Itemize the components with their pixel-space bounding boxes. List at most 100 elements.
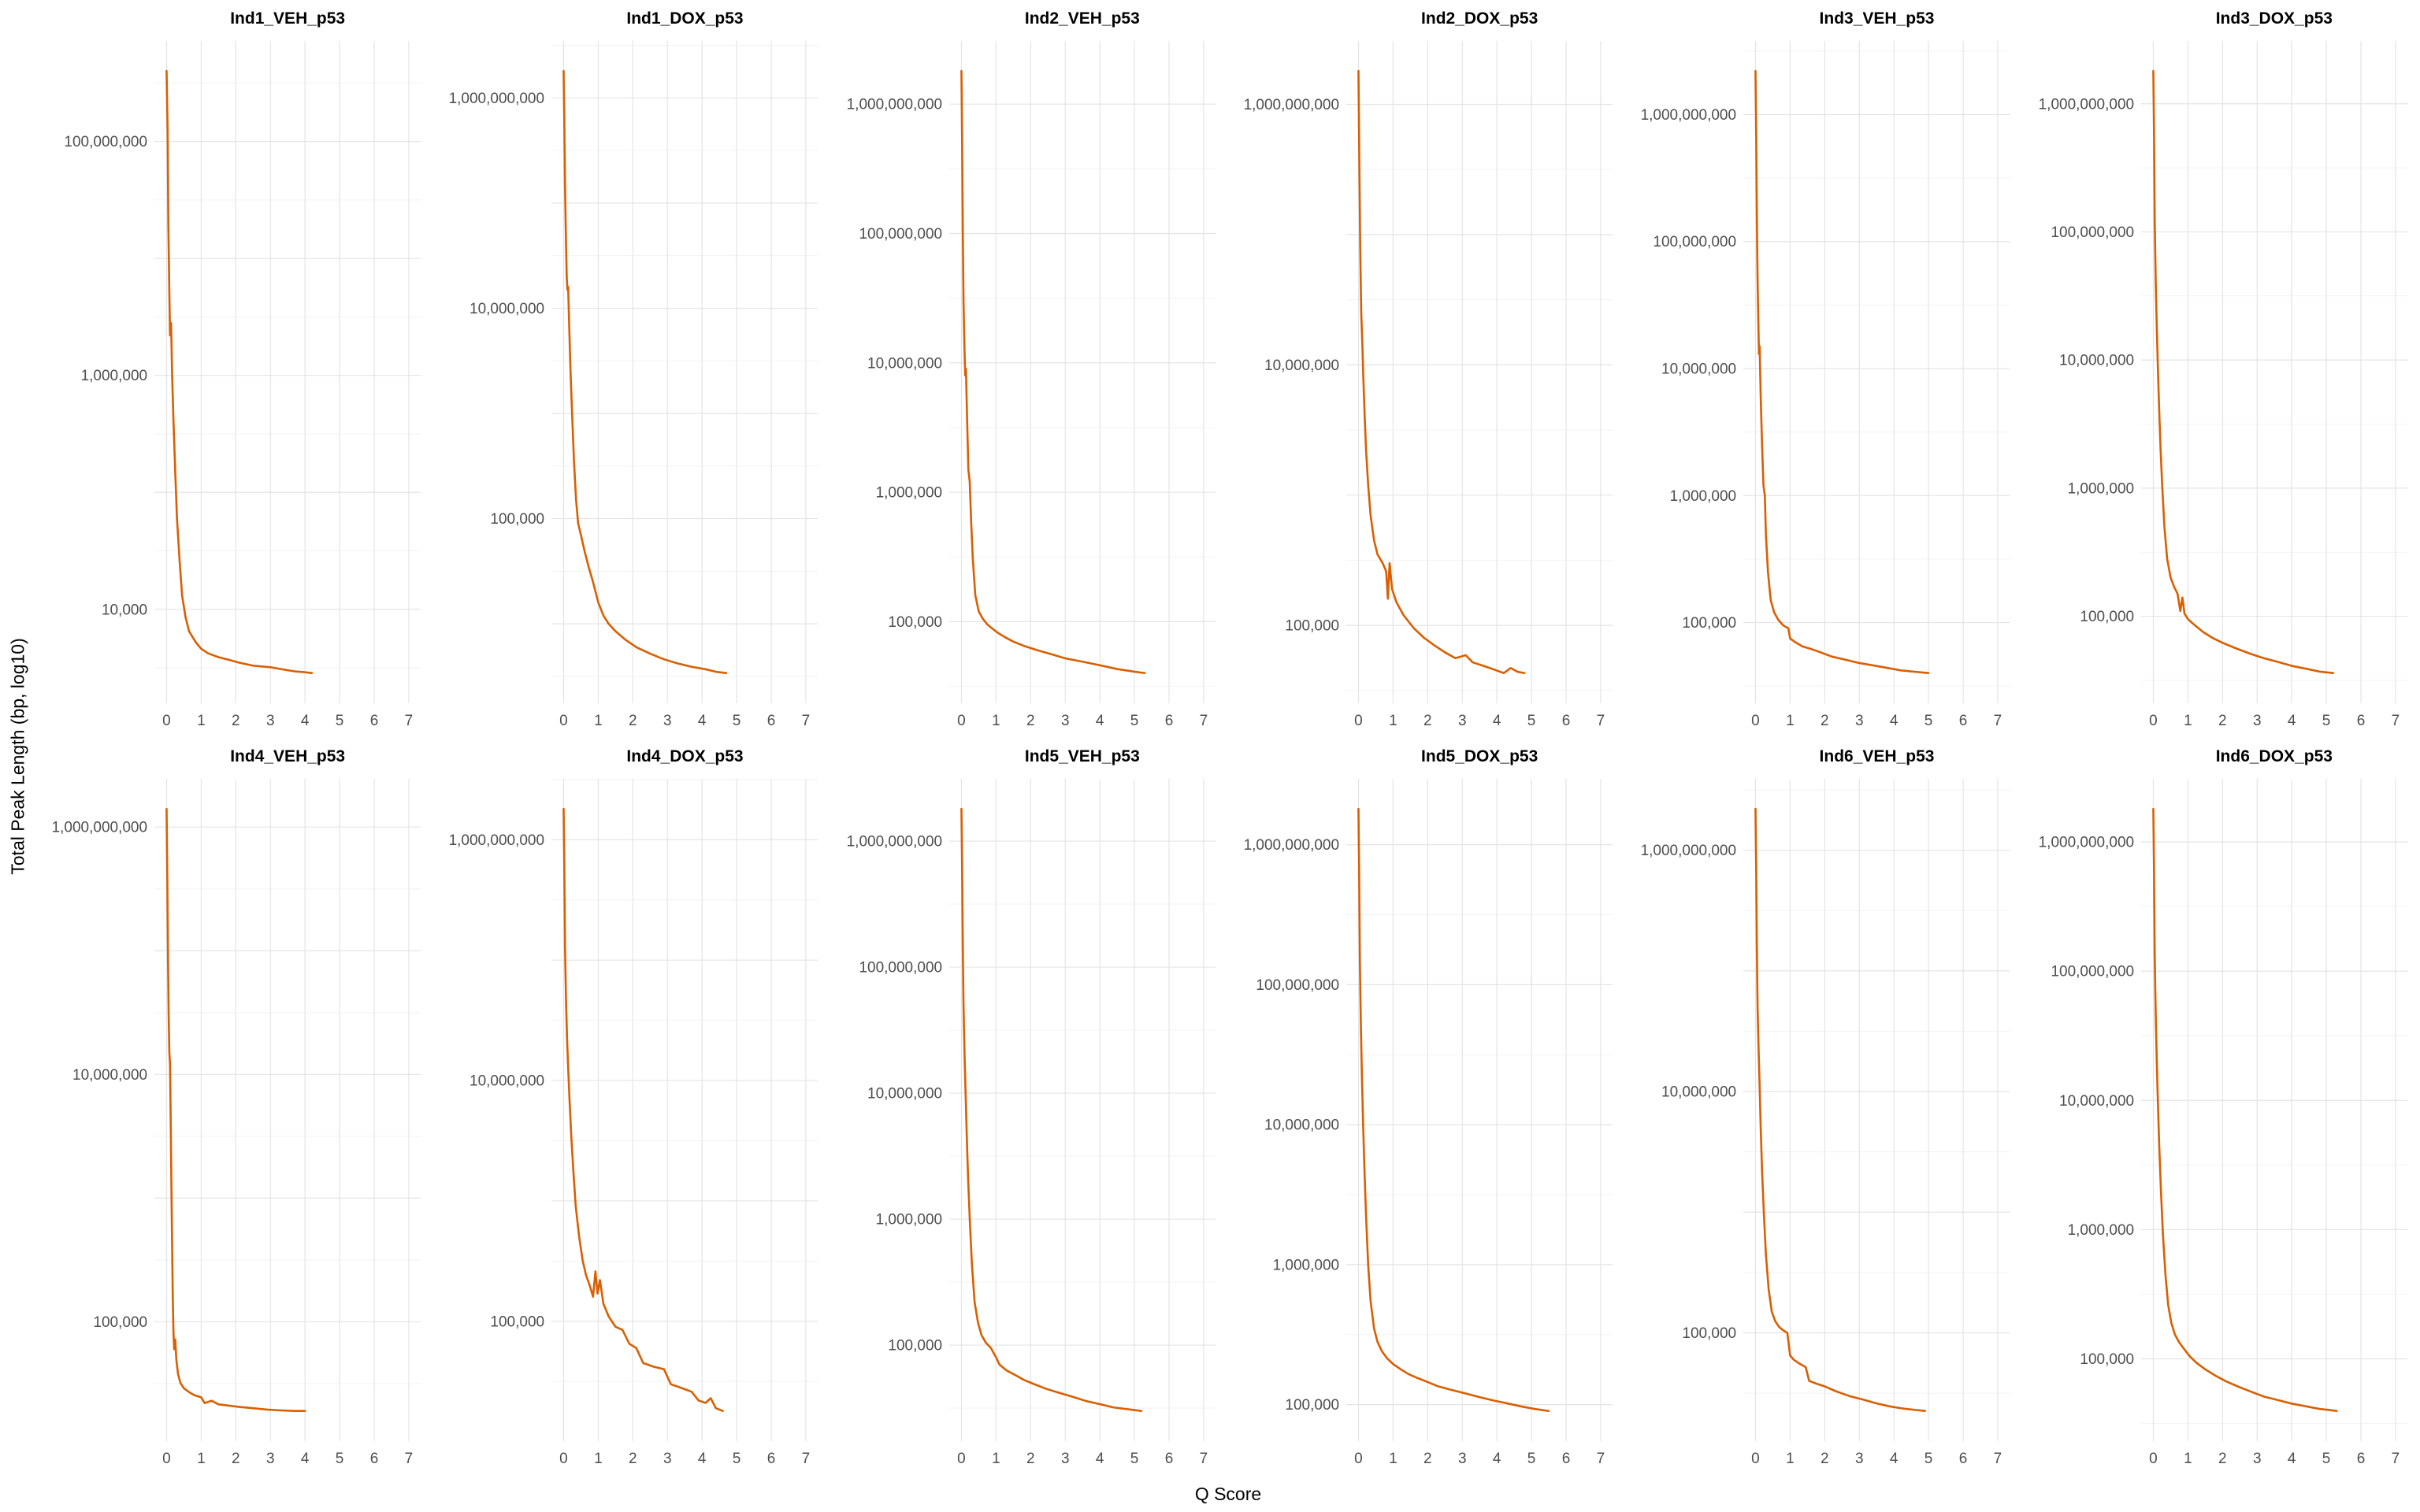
facet-chart: 1,000,000,000 100,000,000 10,000,000 1,000,… <box>2038 41 2407 729</box>
facet-panel: Ind5_DOX_p53 1,000,000,000 100,000,000 10,0… <box>1228 738 1625 1476</box>
x-tick-label: 5 <box>1924 713 1933 729</box>
minor-gridlines <box>2140 906 2407 1425</box>
y-tick-label: 10,000,000 <box>1264 1117 1339 1134</box>
y-tick-label: 100,000 <box>491 1314 545 1330</box>
y-tick-label: 100,000 <box>2080 1351 2134 1368</box>
x-tick-label: 1 <box>197 1451 206 1467</box>
x-tick-label: 3 <box>1458 1451 1467 1467</box>
facet-title: Ind2_VEH_p53 <box>1024 9 1140 28</box>
y-tick-label: 1,000,000 <box>875 485 942 502</box>
y-tick-label: 10,000,000 <box>867 355 942 372</box>
x-tick-labels: 0 1 2 3 4 5 6 7 <box>162 713 413 729</box>
x-tick-label: 1 <box>1786 713 1795 729</box>
x-tick-label: 0 <box>957 1451 966 1467</box>
major-gridlines <box>1743 779 2010 1441</box>
series-line <box>959 807 1142 1413</box>
y-tick-labels: 1,000,000,000 10,000,000 100,000 <box>1641 843 1736 1342</box>
y-tick-label: 10,000,000 <box>1264 358 1339 374</box>
series-line <box>562 807 725 1413</box>
x-tick-label: 0 <box>560 713 569 729</box>
x-tick-label: 5 <box>2322 1451 2330 1467</box>
series-line <box>2151 807 2338 1413</box>
y-tick-label: 1,000,000,000 <box>2038 96 2133 113</box>
y-tick-label: 10,000,000 <box>867 1086 942 1102</box>
x-tick-label: 4 <box>2288 1451 2296 1467</box>
facet-title: Ind3_DOX_p53 <box>2215 9 2333 28</box>
x-tick-label: 6 <box>767 1451 776 1467</box>
x-tick-labels: 0 1 2 3 4 5 6 7 <box>1354 713 1605 729</box>
series-line <box>1754 69 1930 675</box>
facet-panel: Ind1_VEH_p53 100,000,000 1,000,000 10,000 0 1… <box>36 0 433 738</box>
y-tick-label: 10,000,000 <box>470 1073 544 1090</box>
x-tick-label: 2 <box>232 1451 240 1467</box>
y-tick-label: 100,000 <box>1285 1397 1339 1414</box>
y-tick-label: 10,000 <box>102 602 147 618</box>
x-tick-label: 2 <box>2218 713 2227 729</box>
y-tick-label: 1,000,000 <box>2067 480 2134 497</box>
minor-gridlines <box>154 82 421 669</box>
facet-chart: 1,000,000,000 100,000,000 10,000,000 1,000,… <box>846 41 1216 729</box>
x-tick-label: 7 <box>1994 713 2002 729</box>
x-tick-label: 4 <box>698 1451 707 1467</box>
y-tick-label: 100,000 <box>93 1314 147 1331</box>
x-tick-labels: 0 1 2 3 4 5 6 7 <box>1354 1451 1605 1467</box>
x-tick-label: 3 <box>663 713 672 729</box>
y-tick-labels: 1,000,000,000 10,000,000 100,000 <box>52 820 147 1331</box>
x-tick-label: 1 <box>992 1451 1000 1467</box>
x-tick-label: 7 <box>1597 1451 1605 1467</box>
y-tick-label: 10,000,000 <box>1661 361 1736 378</box>
x-tick-label: 4 <box>1493 1451 1501 1467</box>
x-tick-label: 4 <box>1890 1451 1899 1467</box>
x-tick-label: 6 <box>1959 1451 1968 1467</box>
x-tick-label: 1 <box>1389 713 1397 729</box>
y-tick-label: 100,000 <box>888 614 942 631</box>
minor-gridlines <box>1346 169 1613 691</box>
facet-chart: 1,000,000,000 10,000,000 100,000 0 1 2 3 4 5 6 7 <box>1244 41 1613 729</box>
facet-title: Ind5_DOX_p53 <box>1421 747 1538 765</box>
x-tick-label: 5 <box>1924 1451 1933 1467</box>
x-tick-label: 0 <box>2149 1451 2158 1467</box>
facet-chart: 1,000,000,000 10,000,000 100,000 0 1 2 3 4 5 6 7 <box>1641 779 2010 1467</box>
x-tick-label: 0 <box>1354 1451 1363 1467</box>
major-gridlines <box>1346 779 1613 1441</box>
x-tick-label: 3 <box>2253 1451 2262 1467</box>
series-line <box>1754 807 1927 1413</box>
y-tick-label: 1,000,000 <box>875 1212 942 1228</box>
facet-chart: 1,000,000,000 100,000,000 10,000,000 1,000,… <box>1244 779 1613 1467</box>
x-tick-label: 4 <box>301 1451 310 1467</box>
facet-chart: 1,000,000,000 10,000,000 100,000 0 1 2 3 4 5 6 7 <box>449 779 818 1467</box>
facet-chart: 1,000,000,000 100,000,000 10,000,000 1,000,… <box>2038 779 2407 1467</box>
x-tick-label: 6 <box>370 713 379 729</box>
x-tick-label: 5 <box>1130 1451 1138 1467</box>
major-gridlines <box>154 41 421 703</box>
x-tick-label: 1 <box>2184 1451 2192 1467</box>
x-tick-label: 2 <box>1423 713 1432 729</box>
y-tick-label: 1,000,000 <box>1273 1257 1340 1273</box>
x-tick-label: 4 <box>1096 1451 1104 1467</box>
x-tick-label: 6 <box>1562 1451 1571 1467</box>
x-tick-label: 7 <box>802 713 811 729</box>
minor-gridlines <box>948 168 1216 687</box>
y-tick-label: 100,000,000 <box>1256 977 1339 994</box>
x-tick-label: 5 <box>336 713 344 729</box>
y-tick-label: 100,000,000 <box>859 226 942 243</box>
y-axis-title: Total Peak Length (bp, log10) <box>7 637 28 875</box>
x-tick-label: 7 <box>405 1451 414 1467</box>
x-tick-label: 0 <box>1354 713 1363 729</box>
facet-title: Ind4_DOX_p53 <box>626 747 744 765</box>
x-tick-label: 3 <box>266 713 275 729</box>
x-tick-labels: 0 1 2 3 4 5 6 7 <box>560 1451 811 1467</box>
facet-title: Ind1_VEH_p53 <box>230 9 346 28</box>
facet-panel: Ind3_VEH_p53 1,000,000,000 100,000,000 10,0… <box>1625 0 2022 738</box>
x-tick-label: 7 <box>1597 713 1605 729</box>
facet-title: Ind3_VEH_p53 <box>1819 9 1935 28</box>
series-line <box>165 807 306 1413</box>
y-tick-labels: 1,000,000,000 10,000,000 100,000 <box>449 832 544 1331</box>
x-tick-label: 2 <box>1423 1451 1432 1467</box>
major-gridlines <box>948 779 1216 1441</box>
facet-title: Ind4_VEH_p53 <box>230 747 346 765</box>
facet-panel: Ind6_VEH_p53 1,000,000,000 10,000,000 100,0… <box>1625 738 2022 1476</box>
facet-panel: Ind2_VEH_p53 1,000,000,000 100,000,000 10,0… <box>831 0 1228 738</box>
facet-chart: 1,000,000,000 100,000,000 10,000,000 1,000,… <box>846 779 1216 1467</box>
x-axis-title: Q Score <box>1194 1483 1262 1504</box>
